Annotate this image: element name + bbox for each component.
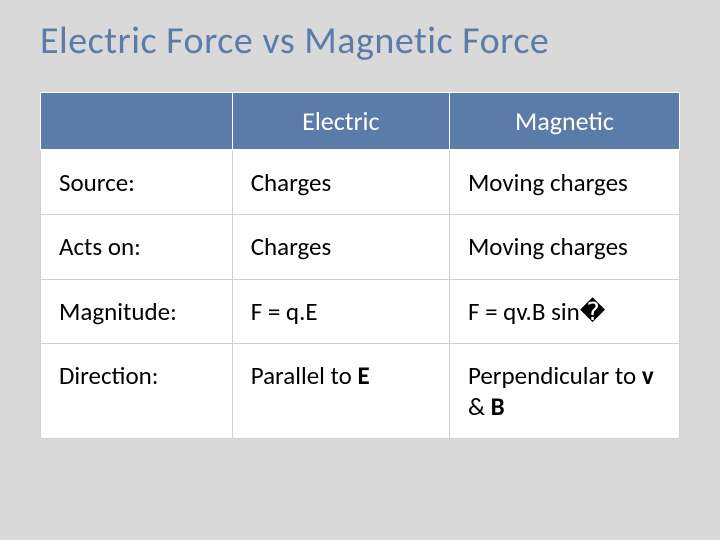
table-row: Acts on: Charges Moving charges [41,215,680,279]
cell-electric: Charges [232,150,449,215]
header-blank [41,93,233,151]
cell-magnetic: Moving charges [449,215,679,279]
cell-magnetic: F = qv.B sin� [449,279,679,343]
table-header-row: Electric Magnetic [41,93,680,151]
table-row: Direction: Parallel to E Perpendicular t… [41,343,680,439]
slide-title: Electric Force vs Magnetic Force [40,18,680,64]
cell-electric: Charges [232,215,449,279]
slide: Electric Force vs Magnetic Force Electri… [0,0,720,540]
row-label: Magnitude: [41,279,233,343]
text: Perpendicular to [468,360,642,391]
table-row: Magnitude: F = q.E F = qv.B sin� [41,279,680,343]
row-label: Acts on: [41,215,233,279]
header-electric: Electric [232,93,449,151]
cell-magnetic: Moving charges [449,150,679,215]
text: & [468,391,491,422]
cell-electric: Parallel to E [232,343,449,439]
bold-e: E [358,360,370,391]
cell-magnetic: Perpendicular to v & B [449,343,679,439]
header-magnetic: Magnetic [449,93,679,151]
comparison-table: Electric Magnetic Source: Charges Moving… [40,92,680,439]
cell-electric: F = q.E [232,279,449,343]
row-label: Source: [41,150,233,215]
bold-b: B [491,391,505,422]
text: Parallel to [251,360,358,391]
bold-v: v [642,360,654,391]
table-row: Source: Charges Moving charges [41,150,680,215]
row-label: Direction: [41,343,233,439]
